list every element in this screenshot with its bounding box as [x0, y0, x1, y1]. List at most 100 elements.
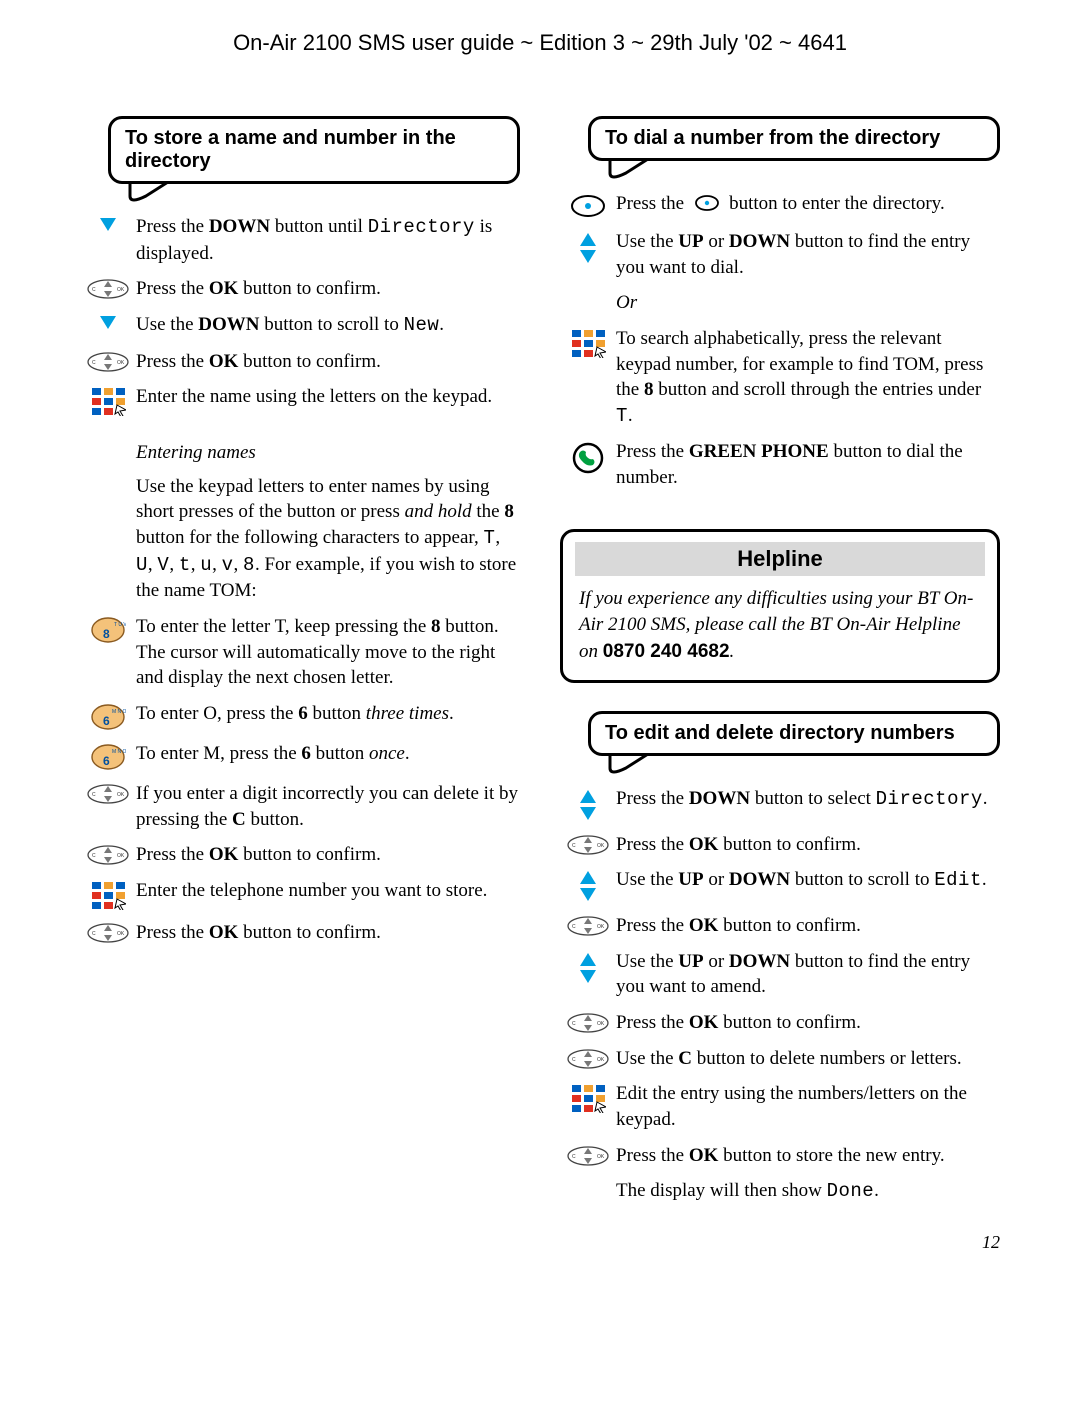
instruction-step: Use the UP or DOWN button to find the en… [560, 229, 1000, 280]
step-text: Or [616, 290, 1000, 316]
step-text: Press the OK button to confirm. [136, 349, 520, 375]
svg-text:M N O: M N O [112, 709, 126, 715]
instruction-step: Edit the entry using the numbers/letters… [560, 1081, 1000, 1132]
updown-icon [560, 786, 616, 822]
svg-text:T U V: T U V [114, 622, 126, 628]
section-store: To store a name and number in the direct… [80, 116, 520, 956]
instruction-step: Enter the name using the letters on the … [80, 384, 520, 416]
svg-text:C: C [572, 924, 576, 930]
step-text: The display will then show Done. [616, 1178, 1000, 1205]
instruction-step: Press the GREEN PHONE button to dial the… [560, 439, 1000, 490]
ok-icon: C OK [80, 276, 136, 300]
key6-icon: M N O 6 [80, 701, 136, 731]
svg-text:OK: OK [117, 287, 125, 293]
step-text: Press the OK button to confirm. [136, 842, 520, 868]
key6-icon: M N O 6 [80, 741, 136, 771]
updown-icon [560, 867, 616, 903]
svg-text:6: 6 [103, 754, 110, 768]
section-dial: To dial a number from the directory Pres… [560, 116, 1000, 501]
step-text: Use the UP or DOWN button to find the en… [616, 229, 1000, 280]
instruction-step: C OK Press the OK button to confirm. [80, 349, 520, 375]
ok-icon: C OK [80, 349, 136, 373]
svg-text:C: C [572, 1021, 576, 1027]
svg-text:C: C [92, 853, 96, 859]
svg-text:OK: OK [597, 1057, 605, 1063]
svg-text:OK: OK [117, 931, 125, 937]
entering-names-block: Entering names Use the keypad letters to… [80, 426, 520, 604]
instruction-step: C OK Press the OK button to confirm. [80, 276, 520, 302]
helpline-title: Helpline [575, 542, 985, 576]
svg-text:6: 6 [103, 714, 110, 728]
step-list: Press the DOWN button to select Director… [560, 786, 1000, 1205]
step-text: Press the OK button to confirm. [136, 920, 520, 946]
keypad-icon [560, 326, 616, 358]
subhead: Entering names [136, 440, 520, 466]
instruction-step: C OK Press the OK button to confirm. [560, 832, 1000, 858]
step-text: Use the DOWN button to scroll to New. [136, 312, 520, 339]
svg-text:OK: OK [597, 924, 605, 930]
dot-icon [560, 191, 616, 219]
svg-text:OK: OK [597, 843, 605, 849]
svg-text:8: 8 [103, 627, 110, 641]
ok-icon: C OK [560, 913, 616, 937]
step-text: To enter M, press the 6 button once. [136, 741, 520, 767]
svg-text:OK: OK [117, 853, 125, 859]
step-text: Press the button to enter the directory. [616, 191, 1000, 217]
instruction-step: C OK Press the OK button to confirm. [560, 1010, 1000, 1036]
svg-text:C: C [572, 1057, 576, 1063]
helpline-number: 0870 240 4682 [603, 641, 730, 662]
none-icon [560, 290, 616, 292]
left-column: To store a name and number in the direct… [80, 116, 520, 1243]
instruction-step: C OK Press the OK button to store the ne… [560, 1143, 1000, 1169]
svg-text:OK: OK [117, 792, 125, 798]
instruction-step: C OK If you enter a digit incorrectly yo… [80, 781, 520, 832]
down-icon [80, 312, 136, 332]
step-text: Press the OK button to confirm. [616, 1010, 1000, 1036]
step-text: Press the OK button to confirm. [136, 276, 520, 302]
instruction-step: Enter the telephone number you want to s… [80, 878, 520, 910]
ok-icon: C OK [560, 832, 616, 856]
instruction-step: The display will then show Done. [560, 1178, 1000, 1205]
instruction-step: Use the DOWN button to scroll to New. [80, 312, 520, 339]
page: On-Air 2100 SMS user guide ~ Edition 3 ~… [0, 0, 1080, 1273]
phone-icon [560, 439, 616, 475]
svg-text:C: C [92, 287, 96, 293]
svg-text:OK: OK [117, 360, 125, 366]
instruction-step: C OK Press the OK button to confirm. [80, 920, 520, 946]
step-list: Press the button to enter the directory.… [560, 191, 1000, 491]
instruction-step: Press the button to enter the directory. [560, 191, 1000, 219]
instruction-step: C OK Press the OK button to confirm. [560, 913, 1000, 939]
svg-text:M N O: M N O [112, 749, 126, 755]
step-text: Edit the entry using the numbers/letters… [616, 1081, 1000, 1132]
instruction-step: Use the UP or DOWN button to scroll to E… [560, 867, 1000, 903]
step-text: Use the UP or DOWN button to find the en… [616, 949, 1000, 1000]
instruction-step: C OK Press the OK button to confirm. [80, 842, 520, 868]
instruction-step: Use the UP or DOWN button to find the en… [560, 949, 1000, 1000]
section-title: To dial a number from the directory [588, 116, 1000, 161]
step-text: Enter the name using the letters on the … [136, 384, 520, 410]
ok-icon: C OK [80, 842, 136, 866]
step-text: Press the OK button to confirm. [616, 832, 1000, 858]
ok-icon: C OK [560, 1046, 616, 1070]
helpline-box: Helpline If you experience any difficult… [560, 529, 1000, 683]
right-column: To dial a number from the directory Pres… [560, 116, 1000, 1243]
step-text: Use the C button to delete numbers or le… [616, 1046, 1000, 1072]
ok-icon: C OK [80, 920, 136, 944]
updown-icon [560, 229, 616, 265]
instruction-step: Or [560, 290, 1000, 316]
ok-icon: C OK [80, 781, 136, 805]
none-icon [560, 1178, 616, 1180]
step-text: Press the DOWN button to select Director… [616, 786, 1000, 813]
step-text: Use the UP or DOWN button to scroll to E… [616, 867, 1000, 894]
section-edit: To edit and delete directory numbers Pre… [560, 711, 1000, 1215]
paragraph: Use the keypad letters to enter names by… [136, 474, 520, 604]
section-title: To edit and delete directory numbers [588, 711, 1000, 756]
instruction-step: M N O 6To enter O, press the 6 button th… [80, 701, 520, 731]
step-text: Enter the telephone number you want to s… [136, 878, 520, 904]
callout-tail-icon [128, 182, 520, 206]
step-list: T U V 8To enter the letter T, keep press… [80, 614, 520, 945]
keypad-icon [560, 1081, 616, 1113]
page-header: On-Air 2100 SMS user guide ~ Edition 3 ~… [80, 30, 1000, 56]
two-columns: To store a name and number in the direct… [80, 116, 1000, 1243]
section-title: To store a name and number in the direct… [108, 116, 520, 184]
